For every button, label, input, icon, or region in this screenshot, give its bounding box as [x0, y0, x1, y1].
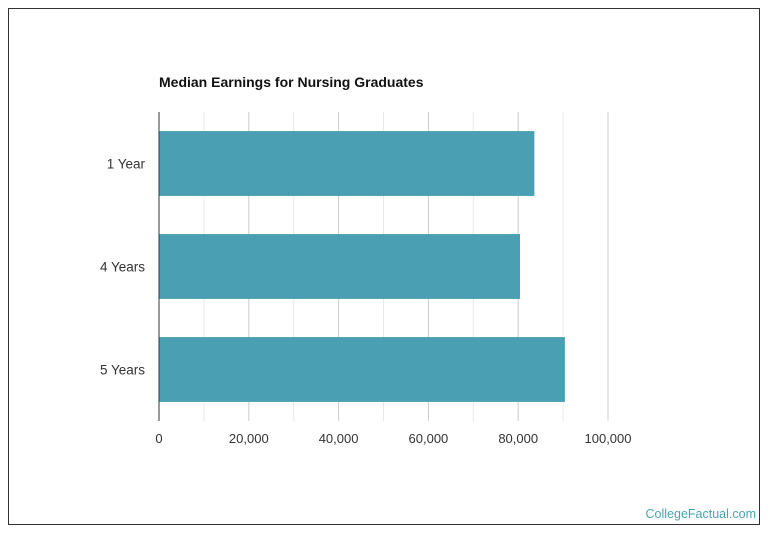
x-tick-label: 60,000: [409, 431, 449, 446]
brand-link[interactable]: CollegeFactual.com: [645, 507, 756, 521]
bar-4-years[interactable]: [159, 234, 520, 299]
bar-1-year[interactable]: [159, 131, 535, 196]
bars: [159, 131, 565, 402]
category-labels: 1 Year 4 Years 5 Years: [100, 157, 146, 378]
x-tick-label: 0: [155, 431, 162, 446]
x-tick-label: 40,000: [319, 431, 359, 446]
category-label: 5 Years: [100, 363, 145, 378]
category-label: 4 Years: [100, 260, 145, 275]
chart-title: Median Earnings for Nursing Graduates: [159, 74, 424, 90]
x-tick-label: 20,000: [229, 431, 269, 446]
category-label: 1 Year: [107, 157, 146, 172]
x-tick-label: 80,000: [498, 431, 538, 446]
x-tick-labels: 0 20,000 40,000 60,000 80,000 100,000: [155, 431, 631, 446]
x-tick-label: 100,000: [585, 431, 632, 446]
bar-5-years[interactable]: [159, 337, 565, 402]
